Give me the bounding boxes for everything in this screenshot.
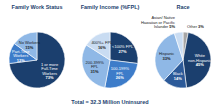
- pie-slice: [174, 32, 183, 60]
- slice-value: 73%: [46, 75, 54, 80]
- slice-label: 400%+ FPL16%: [91, 40, 113, 50]
- slice-label: 200-399%FPL31%: [85, 60, 104, 74]
- chart-title: Race: [176, 4, 189, 10]
- pie: [155, 32, 211, 88]
- slice-label: 1 or moreFull-TimeWorkers73%: [41, 62, 59, 81]
- slice-value: 26%: [116, 75, 124, 80]
- slice-label: Whitenon-Hispanic45%: [188, 53, 211, 67]
- slice-label: Hispanic33%: [159, 51, 174, 61]
- slice-value: 12%: [17, 58, 25, 63]
- slice-label: Part-TimeWorkers12%: [12, 49, 30, 63]
- pie: [82, 32, 138, 88]
- slice-category: Islander: [154, 24, 169, 29]
- chart-title: Family Income (%FPL): [81, 4, 140, 10]
- slice-label: <100% FPL27%: [112, 44, 134, 54]
- pie: [9, 32, 65, 88]
- slice-value: 3%: [198, 24, 204, 29]
- slice-value: 14%: [174, 76, 182, 81]
- slice-category: Other: [187, 24, 198, 29]
- footer: Total = 32.3 Million Uninsured: [71, 99, 148, 105]
- pie-slice: [86, 32, 110, 60]
- slice-label: Other3%: [187, 24, 204, 29]
- slice-label: Asian/ NativeHawaiian or PacificIslander…: [141, 15, 176, 29]
- pie-labels: Other3% Whitenon-Hispanic45% Black14% Hispa…: [141, 15, 211, 80]
- pie-slice: [183, 32, 211, 87]
- slice-value: 45%: [196, 62, 204, 67]
- chart: Family Work Status 1 or moreFull-TimeWork…: [0, 0, 220, 110]
- chart-title: Family Work Status: [12, 4, 63, 10]
- slice-value: 16%: [98, 45, 106, 50]
- pie-labels: <100% FPL27% 100-199%FPL26% 200-399%FPL31%…: [85, 40, 133, 80]
- slice-value: 31%: [91, 69, 99, 74]
- pie-labels: 1 or moreFull-TimeWorkers73% Part-TimeWor…: [12, 40, 59, 80]
- slice-value: 15%: [25, 45, 33, 50]
- slice-value: 5%: [169, 24, 175, 29]
- pie-slice: [105, 60, 138, 88]
- slice-label: 100-199%FPL26%: [111, 66, 130, 80]
- pie-slice: [9, 32, 65, 88]
- slice-value: 27%: [119, 49, 127, 54]
- slice-label: Black14%: [173, 71, 183, 81]
- slice-label: No Workers15%: [19, 40, 40, 50]
- slice-value: 33%: [163, 56, 171, 61]
- pie-slice: [110, 32, 138, 64]
